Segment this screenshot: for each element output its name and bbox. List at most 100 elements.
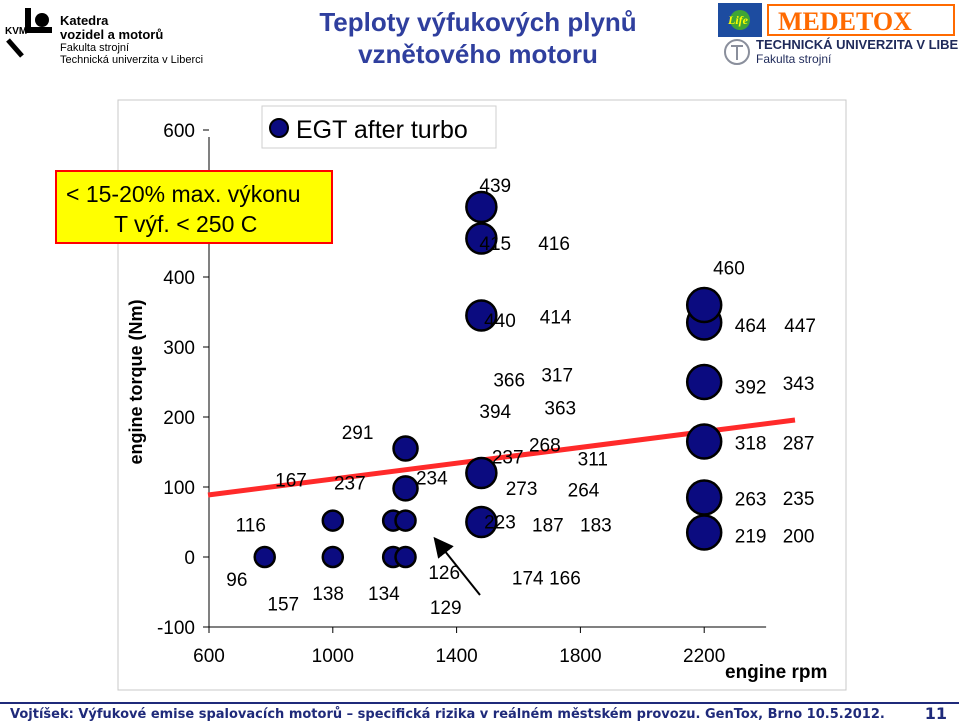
data-label-23: 273: [506, 479, 538, 500]
data-label-20: 167: [275, 471, 307, 492]
data-point-14: [685, 514, 723, 551]
data-label-1: 415: [479, 234, 511, 255]
data-label-5: 414: [540, 308, 572, 329]
data-label-27: 116: [236, 515, 266, 536]
data-label-37: 138: [312, 584, 344, 605]
data-label-16: 237: [492, 448, 524, 469]
data-label-0: 439: [479, 176, 511, 197]
data-label-30: 183: [580, 515, 612, 536]
data-points: [253, 190, 723, 569]
data-label-33: 96: [226, 570, 247, 591]
data-label-19: 287: [783, 434, 815, 455]
data-label-34: 126: [428, 563, 460, 584]
data-point-6: [394, 509, 417, 532]
data-label-38: 134: [368, 584, 400, 605]
data-label-39: 157: [267, 595, 299, 616]
tul-block: TECHNICKÁ UNIVERZITA V LIBERCI Fakulta s…: [756, 37, 959, 67]
data-label-22: 234: [416, 469, 448, 490]
data-label-9: 317: [541, 366, 573, 387]
data-label-10: 392: [735, 378, 767, 399]
data-label-29: 187: [532, 515, 564, 536]
data-label-28: 223: [484, 513, 516, 534]
y-tick-label: 600: [163, 121, 195, 142]
data-label-2: 416: [538, 234, 570, 255]
data-point-11: [465, 299, 498, 332]
tul-logo: [724, 39, 750, 65]
data-point-15: [685, 479, 723, 516]
medetox-logo: MEDETOX: [767, 4, 955, 36]
y-tick-label: -100: [157, 618, 195, 639]
chart-axes: -100 0 100 200 300 400 600 600 1000 1400 1800 2200: [157, 121, 767, 667]
data-point-16: [685, 423, 723, 460]
data-point-0: [253, 545, 276, 569]
y-axis-label: engine torque (Nm): [126, 299, 146, 464]
data-label-40: 129: [430, 598, 462, 619]
data-point-8: [392, 435, 419, 462]
y-tick-label: 300: [163, 338, 195, 359]
data-point-10: [465, 456, 498, 490]
data-point-12: [465, 222, 498, 255]
kvm-logo-text: KVM: [5, 26, 27, 37]
kvm-logo: KVM: [4, 6, 54, 58]
data-label-25: 263: [735, 490, 767, 511]
footer-rule: [0, 702, 959, 704]
life-logo: Life: [718, 3, 762, 37]
data-point-5: [394, 545, 417, 569]
y-tick-label: 200: [163, 408, 195, 429]
x-tick-label: 2200: [683, 646, 725, 667]
dept-line1: Katedra: [60, 13, 109, 28]
data-point-13: [465, 190, 498, 224]
data-point-17: [685, 363, 723, 401]
data-label-4: 440: [484, 311, 516, 332]
data-label-11: 343: [783, 374, 815, 395]
data-label-36: 166: [549, 569, 581, 590]
data-label-13: 363: [544, 399, 576, 420]
x-tick-label: 1400: [435, 646, 477, 667]
y-tick-label: 0: [184, 548, 195, 569]
x-tick-label: 1000: [312, 646, 354, 667]
annotation-line2: T výf. < 250 C: [114, 211, 257, 237]
y-tick-label: 400: [163, 268, 195, 289]
data-label-3: 460: [713, 259, 745, 280]
data-label-24: 264: [568, 480, 600, 501]
data-point-1: [321, 545, 345, 569]
data-label-15: 268: [529, 436, 561, 457]
data-label-8: 366: [493, 371, 525, 392]
data-label-14: 291: [342, 423, 374, 444]
data-label-7: 447: [784, 316, 816, 337]
dept-line2: vozidel a motorů: [60, 27, 164, 42]
legend-marker: [269, 118, 289, 138]
x-tick-label: 600: [193, 646, 225, 667]
data-point-7: [392, 475, 419, 502]
data-point-2: [321, 509, 345, 532]
legend-label: EGT after turbo: [296, 116, 468, 144]
footer-text: Vojtíšek: Výfukové emise spalovacích mot…: [10, 707, 885, 722]
title-line1: Teploty výfukových plynů: [319, 7, 637, 37]
data-label-35: 174: [512, 569, 544, 590]
footer: [0, 700, 959, 728]
life-logo-text: Life: [727, 13, 749, 27]
data-point-19: [685, 286, 723, 324]
page-number: 11: [924, 704, 947, 723]
tul-line1: TECHNICKÁ UNIVERZITA V LIBERCI: [756, 37, 959, 52]
tul-line2: Fakulta strojní: [756, 52, 832, 66]
data-label-17: 311: [578, 450, 608, 471]
dept-line4: Technická univerzita v Liberci: [60, 54, 204, 66]
data-labels: 439 415 416 460 440 414 464 447 366 317 392 343 394 3…: [226, 176, 816, 619]
annotation-arrow: [433, 536, 481, 596]
data-label-26: 235: [783, 489, 815, 510]
legend: EGT after turbo: [261, 105, 497, 149]
annotation-note: < 15-20% max. výkonu T výf. < 250 C: [55, 170, 333, 244]
data-label-18: 318: [735, 434, 767, 455]
x-axis-label: engine rpm: [725, 662, 827, 683]
annotation-box: [55, 170, 333, 244]
data-label-31: 219: [735, 527, 767, 548]
dept-line3: Fakulta strojní: [60, 42, 130, 54]
page-title: Teploty výfukových plynů vznětového moto…: [248, 6, 708, 70]
data-label-12: 394: [479, 402, 511, 423]
data-label-6: 464: [735, 316, 767, 337]
annotation-line1: < 15-20% max. výkonu: [66, 181, 301, 207]
x-tick-label: 1800: [559, 646, 601, 667]
legend-box: [261, 105, 497, 149]
